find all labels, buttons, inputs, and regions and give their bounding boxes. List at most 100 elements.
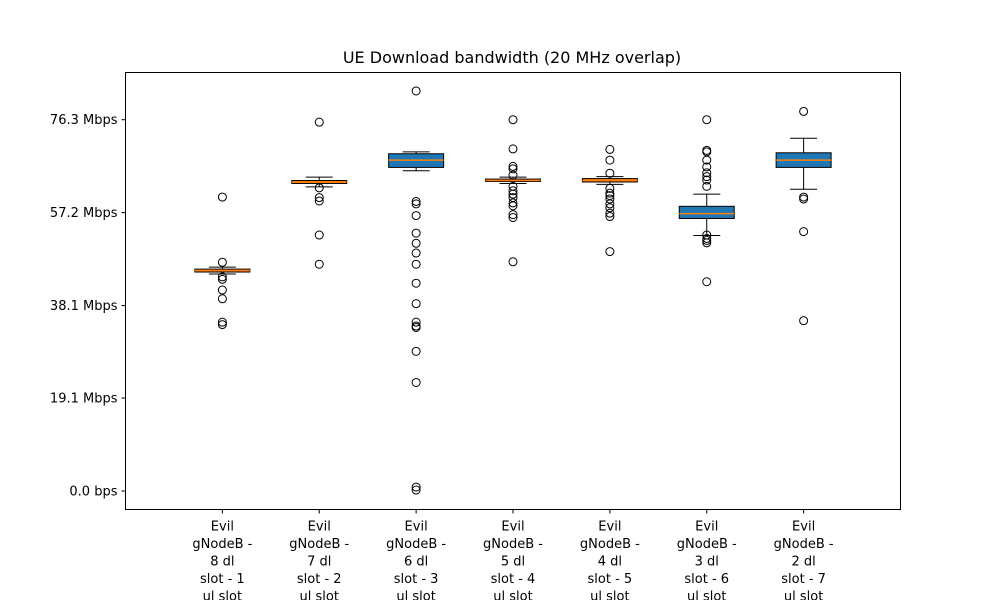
y-tick-label: 76.3 Mbps (50, 113, 118, 128)
outlier-point (411, 211, 421, 221)
x-tick-label-line: Evil (695, 520, 718, 535)
y-axis: 0.0 bps 19.1 Mbps 38.1 Mbps 57.2 Mbps 76.3 M… (50, 113, 126, 500)
outlier-point (605, 208, 615, 218)
outlier-point (217, 317, 227, 327)
outlier-point (314, 259, 324, 269)
outlier-point (508, 213, 518, 223)
outlier-point (411, 346, 421, 356)
outlier-point (605, 203, 615, 213)
box-group (485, 115, 541, 267)
outlier-point (605, 183, 615, 193)
box-group (291, 117, 348, 269)
x-tick-label-line: slot - 7 (781, 572, 826, 587)
x-tick-label: Evil gNodeB - 5 dl slot - 4 ul slot (483, 520, 543, 600)
boxes-layer (194, 86, 832, 495)
x-tick-label-line: gNodeB - (386, 537, 446, 552)
outlier-point (508, 161, 518, 171)
outlier-point (314, 230, 324, 240)
outlier-point (605, 199, 615, 209)
x-tick-label-line: gNodeB - (774, 537, 834, 552)
x-axis: Evil gNodeB - 8 dl slot - 1 ul slot Evil gNode… (192, 509, 834, 600)
y-tick-label: 19.1 Mbps (50, 392, 118, 407)
outlier-point (605, 144, 615, 154)
outlier-point (702, 155, 712, 165)
outlier-point (702, 115, 712, 125)
outlier-point (508, 198, 518, 208)
outlier-point (217, 285, 227, 295)
x-tick-label: Evil gNodeB - 4 dl slot - 5 ul slot (580, 520, 640, 600)
x-tick-label-line: Evil (405, 520, 428, 535)
outlier-point (314, 117, 324, 127)
outlier-point (411, 259, 421, 269)
outlier-point (217, 294, 227, 304)
outlier-point (702, 238, 712, 248)
outlier-point (508, 210, 518, 220)
x-tick-label-line: 7 dl (307, 555, 331, 570)
outlier-point (799, 316, 809, 326)
outlier-point (605, 188, 615, 198)
outlier-point (411, 299, 421, 309)
box-group (678, 115, 735, 287)
outlier-point (702, 277, 712, 287)
x-tick-label-line: 5 dl (501, 555, 525, 570)
x-tick-label-line: 4 dl (598, 555, 622, 570)
outlier-point (314, 183, 324, 193)
outlier-point (605, 194, 615, 204)
outlier-point (411, 199, 421, 209)
x-tick-label: Evil gNodeB - 8 dl slot - 1 ul slot (192, 520, 252, 600)
outlier-point (314, 196, 324, 206)
y-tick-label: 57.2 Mbps (50, 206, 118, 221)
box-group (194, 192, 251, 330)
box-group (388, 86, 445, 495)
outlier-point (508, 201, 518, 211)
outlier-point (217, 320, 227, 330)
y-tick-label: 0.0 bps (69, 485, 117, 500)
x-tick-label-line: slot - 2 (297, 572, 342, 587)
box-group (581, 144, 638, 257)
outlier-point (411, 485, 421, 495)
outlier-point (508, 189, 518, 199)
x-tick-label-line: gNodeB - (580, 537, 640, 552)
x-tick-label-line: Evil (308, 520, 331, 535)
x-tick-label: Evil gNodeB - 2 dl slot - 7 ul slot (774, 520, 834, 600)
outlier-point (411, 86, 421, 96)
outlier-point (508, 257, 518, 267)
outlier-point (605, 212, 615, 222)
outlier-point (217, 257, 227, 267)
outlier-point (702, 181, 712, 191)
box-group (775, 106, 832, 326)
outlier-point (508, 186, 518, 196)
x-tick-label: Evil gNodeB - 3 dl slot - 6 ul slot (677, 520, 737, 600)
outlier-point (411, 377, 421, 387)
outlier-point (702, 175, 712, 185)
outlier-point (217, 272, 227, 282)
outlier-point (411, 238, 421, 248)
outlier-point (702, 172, 712, 182)
outlier-point (508, 115, 518, 125)
outlier-point (799, 227, 809, 237)
x-tick-label-line: slot - 3 (394, 572, 439, 587)
chart-title: UE Download bandwidth (20 MHz overlap) (343, 48, 681, 67)
x-tick-label-line: gNodeB - (289, 537, 349, 552)
outlier-point (508, 170, 518, 180)
x-tick-label-line: gNodeB - (192, 537, 252, 552)
y-tick-label: 38.1 Mbps (50, 299, 118, 314)
x-tick-label-line: ul slot (493, 590, 532, 600)
x-tick-label-line: Evil (501, 520, 524, 535)
outlier-point (605, 247, 615, 257)
outlier-point (217, 192, 227, 202)
outlier-point (217, 274, 227, 284)
outlier-point (605, 155, 615, 165)
x-tick-label-line: Evil (792, 520, 815, 535)
outlier-point (799, 106, 809, 116)
x-tick-label-line: Evil (211, 520, 234, 535)
outlier-point (702, 168, 712, 178)
outlier-point (508, 164, 518, 174)
x-tick-label-line: Evil (598, 520, 621, 535)
box-iqr (678, 205, 735, 219)
x-tick-label: Evil gNodeB - 6 dl slot - 3 ul slot (386, 520, 446, 600)
x-tick-label-line: ul slot (784, 590, 823, 600)
outlier-point (411, 278, 421, 288)
